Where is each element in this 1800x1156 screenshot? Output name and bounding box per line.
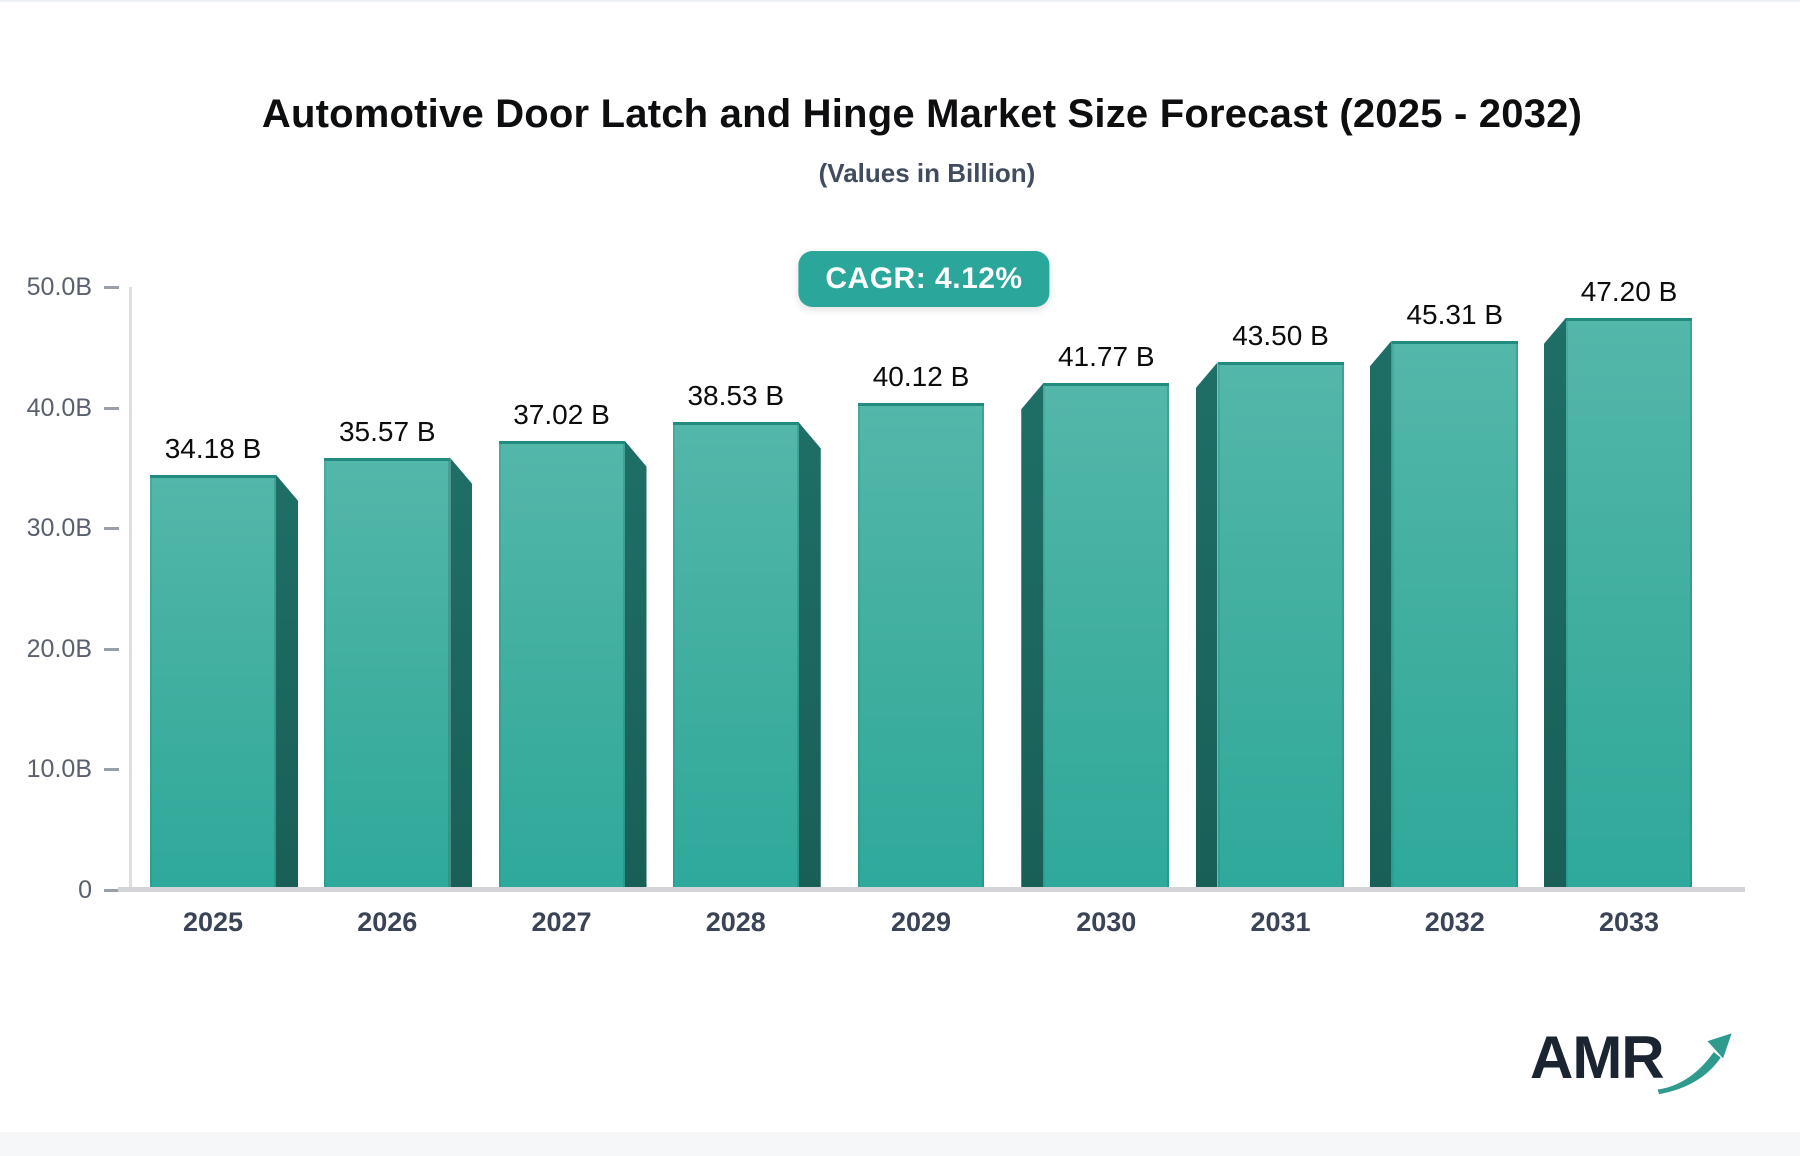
cagr-badge: CAGR: 4.12% [798, 251, 1050, 307]
y-tick-mark [104, 768, 119, 772]
bar-side-face-2027 [624, 440, 647, 887]
x-tick-label-2032: 2032 [1424, 907, 1485, 937]
bar-face-2029[interactable] [858, 403, 984, 887]
y-tick-label: 50.0B [26, 273, 92, 301]
x-tick-label-2029: 2029 [890, 907, 952, 937]
bar-value-label-2027: 37.02 B [513, 398, 610, 430]
x-tick-label-2030: 2030 [1076, 907, 1137, 937]
bar-face-2033[interactable] [1566, 317, 1692, 887]
y-axis-line [129, 287, 132, 890]
x-axis-baseline [118, 887, 1745, 892]
y-tick-label: 20.0B [26, 634, 92, 663]
bar-face-2030[interactable] [1043, 383, 1170, 887]
bar-2029[interactable]: 40.12 B [858, 361, 984, 887]
bar-side-face-2026 [450, 458, 473, 887]
bar-face-2028[interactable] [672, 422, 799, 887]
chart-subtitle: (Values in Billion) [818, 158, 1036, 188]
y-tick-mark [104, 889, 119, 892]
bar-2030[interactable]: 41.77 B [1021, 341, 1170, 887]
amr-logo: AMR [1530, 1028, 1734, 1096]
bar-2031[interactable]: 43.50 B [1195, 320, 1344, 887]
bar-side-face-2025 [276, 474, 298, 887]
bar-face-2025[interactable] [150, 474, 276, 887]
bar-2032[interactable]: 45.31 B [1369, 299, 1518, 887]
y-tick-label: 10.0B [26, 755, 92, 784]
chart-title: Automotive Door Latch and Hinge Market S… [261, 92, 1583, 136]
y-tick-label: 40.0B [26, 393, 92, 422]
bar-side-face-2030 [1021, 383, 1044, 887]
x-tick-label-2028: 2028 [705, 907, 766, 937]
bar-side-face-2033 [1544, 317, 1566, 887]
bar-value-label-2029: 40.12 B [872, 361, 970, 393]
bar-side-face-2032 [1369, 340, 1392, 887]
bar-value-label-2028: 38.53 B [687, 380, 785, 412]
bar-2027[interactable]: 37.02 B [498, 399, 647, 887]
y-tick-mark [104, 647, 119, 651]
bottom-band [0, 1132, 1800, 1156]
x-tick-label-2026: 2026 [357, 907, 418, 937]
bar-side-face-2031 [1195, 362, 1218, 887]
bar-2025[interactable]: 34.18 B [150, 433, 298, 887]
y-tick-mark [104, 406, 119, 410]
bar-2026[interactable]: 35.57 B [324, 416, 473, 887]
bar-face-2027[interactable] [498, 440, 625, 887]
bar-value-label-2030: 41.77 B [1057, 341, 1155, 373]
bar-value-label-2032: 45.31 B [1406, 298, 1504, 330]
amr-logo-text: AMR [1530, 1024, 1665, 1091]
top-hairline [0, 0, 1800, 2]
bar-2028[interactable]: 38.53 B [672, 380, 821, 887]
bar-face-2026[interactable] [324, 458, 451, 887]
x-tick-label-2031: 2031 [1250, 907, 1311, 937]
bar-value-label-2031: 43.50 B [1232, 320, 1329, 352]
y-tick-label: 30.0B [26, 514, 92, 543]
bar-side-face-2028 [798, 422, 821, 887]
y-tick-mark [104, 286, 119, 289]
x-tick-label-2027: 2027 [531, 907, 592, 937]
bar-value-label-2033: 47.20 B [1580, 275, 1678, 307]
y-tick-mark [104, 527, 119, 531]
amr-logo-arrow-icon [1657, 1033, 1732, 1095]
bar-face-2032[interactable] [1391, 340, 1518, 887]
y-tick-label: 0 [78, 876, 92, 904]
x-tick-label-2033: 2033 [1598, 907, 1660, 937]
bar-value-label-2025: 34.18 B [164, 432, 262, 464]
bar-face-2031[interactable] [1217, 362, 1344, 887]
bar-2033[interactable]: 47.20 B [1544, 276, 1692, 887]
bar-value-label-2026: 35.57 B [338, 416, 436, 448]
x-tick-label-2025: 2025 [182, 907, 244, 937]
